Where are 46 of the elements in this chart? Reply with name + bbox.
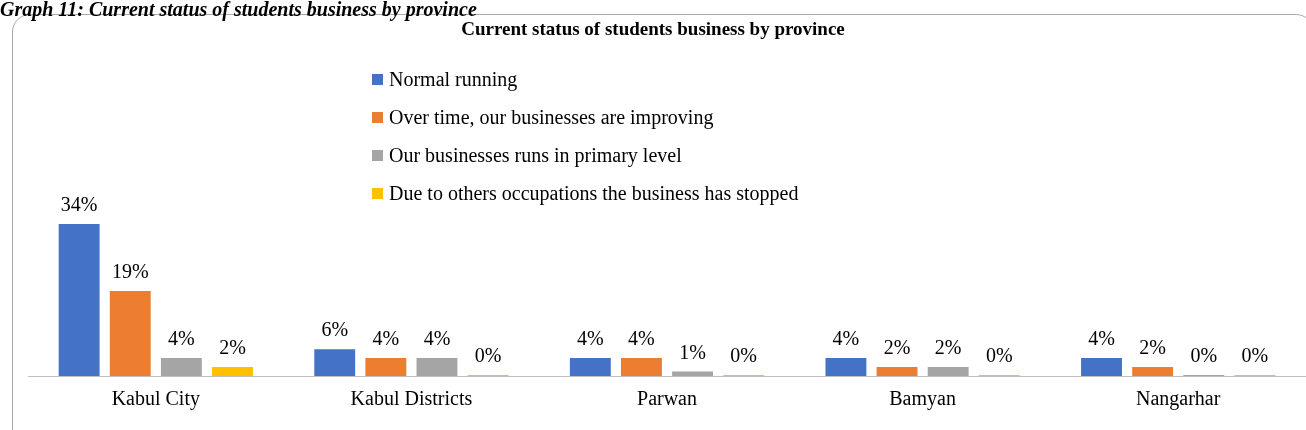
data-label: 2%	[934, 336, 962, 359]
data-label: 4%	[832, 327, 860, 350]
data-label: 2%	[883, 336, 911, 359]
data-label: 4%	[628, 327, 655, 350]
data-label: 2%	[1139, 336, 1166, 359]
bar	[109, 291, 151, 376]
data-label: 1%	[679, 340, 706, 363]
bar	[212, 367, 253, 376]
bar	[569, 358, 611, 376]
legend-label: Over time, our businesses are improving	[388, 104, 715, 131]
caption: Graph 11: Current status of students business by province	[0, 0, 477, 21]
data-label: 4%	[576, 327, 604, 350]
x-tick-label: Parwan	[637, 387, 697, 410]
bar	[160, 358, 202, 376]
bar	[927, 367, 969, 376]
bar	[365, 358, 407, 376]
data-label: 0%	[985, 344, 1013, 367]
legend-label: Due to others occupations the business has stopped	[388, 180, 799, 207]
bar	[672, 371, 714, 376]
data-label: 34%	[60, 193, 98, 216]
chart-title: Current status of students business by province	[461, 18, 846, 40]
bar	[416, 358, 458, 376]
bar	[620, 358, 662, 376]
data-label: 0%	[1190, 344, 1218, 367]
data-label: 0%	[730, 344, 758, 367]
data-label: 4%	[423, 327, 451, 350]
bar	[314, 349, 356, 376]
data-label: 0%	[1241, 344, 1269, 367]
x-tick-label: Nangarhar	[1136, 387, 1221, 411]
x-tick-label: Kabul Districts	[350, 387, 473, 410]
data-label: 6%	[321, 318, 349, 341]
x-tick-label: Kabul City	[111, 387, 200, 411]
data-label: 4%	[1088, 327, 1115, 350]
data-label: 4%	[168, 327, 195, 350]
bar	[825, 358, 867, 376]
data-label: 19%	[111, 260, 149, 283]
bar	[1081, 358, 1122, 376]
data-label: 2%	[219, 336, 246, 359]
x-tick-label: Bamyan	[889, 387, 956, 411]
data-label: 0%	[474, 344, 502, 367]
legend-label: Normal running	[388, 66, 519, 93]
bar	[1132, 367, 1174, 376]
data-label: 4%	[372, 327, 400, 350]
legend-label: Our businesses runs in primary level	[388, 142, 683, 169]
bar	[876, 367, 918, 376]
bar	[58, 224, 100, 376]
